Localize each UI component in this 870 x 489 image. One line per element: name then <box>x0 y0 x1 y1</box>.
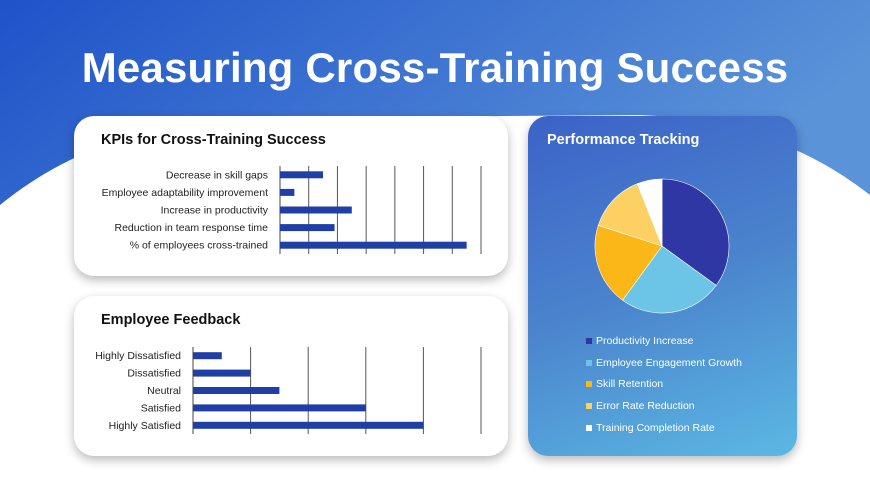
pie-slice <box>597 183 663 247</box>
bar <box>280 224 335 232</box>
feedback-bar-chart: Highly Dissatisfied Dissatisfied Neutral Sa… <box>95 347 482 434</box>
header-wave <box>0 0 870 205</box>
category-label: Highly Dissatisfied <box>95 350 181 362</box>
legend-swatch <box>586 381 592 388</box>
kpi-chart-card: KPIs for Cross-Training Success Decrease… <box>74 116 508 276</box>
performance-chart-title: Performance Tracking <box>547 132 700 148</box>
bar <box>280 241 467 249</box>
pie-slice <box>594 224 663 301</box>
category-label: Neutral <box>147 385 181 397</box>
pie-slice <box>636 178 663 247</box>
bar <box>193 387 280 394</box>
legend-item: Productivity Increase <box>586 330 742 352</box>
legend-label: Employee Engagement Growth <box>596 356 742 369</box>
legend-label: Productivity Increase <box>596 334 694 347</box>
kpi-bar-chart: Decrease in skill gaps Employee adaptabil… <box>102 166 482 254</box>
kpi-chart-title: KPIs for Cross-Training Success <box>101 132 326 148</box>
legend-item: Error Rate Reduction <box>586 395 742 417</box>
category-label: Satisfied <box>141 402 181 414</box>
category-label: Employee adaptability improvement <box>102 187 268 199</box>
pie-legend: Productivity Increase Employee Engagement… <box>586 330 742 438</box>
category-label: % of employees cross-trained <box>130 240 268 252</box>
legend-label: Error Rate Reduction <box>596 399 695 412</box>
legend-item: Employee Engagement Growth <box>586 352 742 374</box>
performance-pie-chart <box>594 178 730 314</box>
bar <box>280 206 352 214</box>
legend-swatch <box>586 337 592 344</box>
pie-slice <box>661 178 730 286</box>
pie-slice <box>622 245 717 314</box>
legend-item: Skill Retention <box>586 373 742 395</box>
category-label: Increase in productivity <box>161 205 269 217</box>
bar <box>193 404 366 412</box>
category-label: Reduction in team response time <box>115 222 269 234</box>
legend-swatch <box>586 424 592 431</box>
slide-title: Measuring Cross-Training Success <box>81 44 789 91</box>
feedback-chart-card: Employee Feedback Highly Dissatisfied Dis… <box>74 296 508 456</box>
bar <box>280 188 295 196</box>
category-label: Decrease in skill gaps <box>166 169 268 181</box>
legend-swatch <box>586 359 592 366</box>
legend-label: Training Completion Rate <box>596 421 715 434</box>
feedback-chart-title: Employee Feedback <box>101 312 241 328</box>
bar <box>193 352 222 360</box>
bar <box>193 369 251 377</box>
performance-tracking-card: Performance Tracking Productivity Increa… <box>528 116 797 456</box>
bar <box>280 171 324 179</box>
legend-item: Training Completion Rate <box>586 417 742 439</box>
legend-swatch <box>586 402 592 409</box>
bar <box>193 421 424 429</box>
category-label: Highly Satisfied <box>109 420 182 432</box>
legend-label: Skill Retention <box>596 378 664 391</box>
category-label: Dissatisfied <box>127 368 181 380</box>
